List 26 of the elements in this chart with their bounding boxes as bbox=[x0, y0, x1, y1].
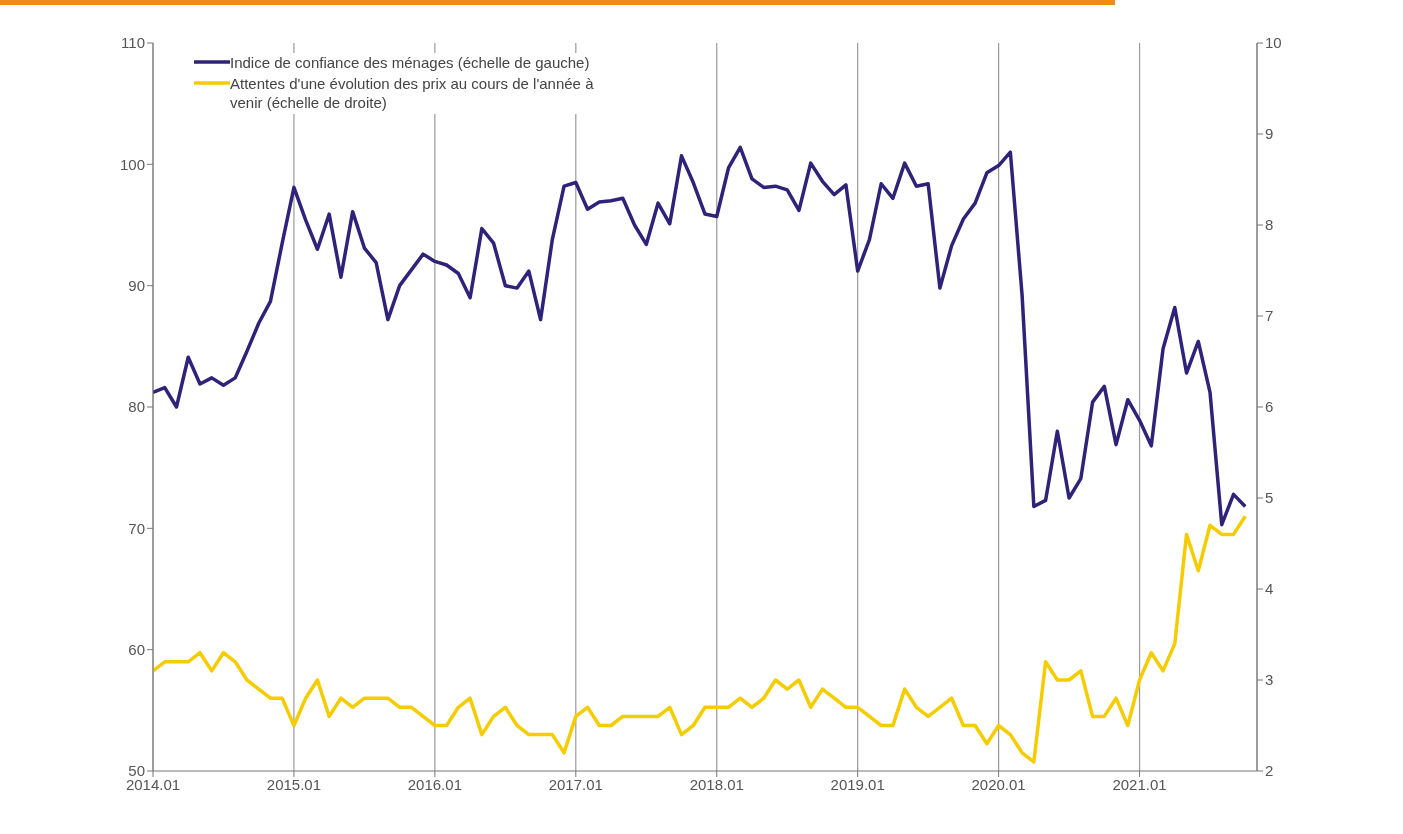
x-tick-label: 2018.01 bbox=[689, 775, 744, 793]
legend-label: Attentes d'une évolution des prix au cours de l'année à venir (échelle de droite) bbox=[230, 74, 594, 112]
legend-label: Indice de confiance des ménages (échelle de gauche) bbox=[230, 53, 590, 72]
y2-tick-label: 2 bbox=[1265, 762, 1274, 780]
y-tick-label: 90 bbox=[128, 276, 145, 294]
x-tick-label: 2015.01 bbox=[266, 775, 322, 793]
x-tick-label: 2020.01 bbox=[971, 775, 1026, 793]
line-series bbox=[153, 514, 1248, 764]
y-tick-label: 70 bbox=[128, 519, 145, 537]
line-series bbox=[153, 145, 1248, 527]
y2-tick-label: 4 bbox=[1265, 580, 1274, 598]
y2-tick-label: 3 bbox=[1265, 671, 1274, 689]
y2-tick-label: 10 bbox=[1265, 34, 1282, 52]
x-tick-label: 2019.01 bbox=[830, 775, 885, 793]
y2-tick-label: 8 bbox=[1265, 216, 1274, 234]
y2-tick-label: 7 bbox=[1265, 307, 1274, 325]
x-tick-label: 2017.01 bbox=[548, 775, 603, 793]
x-tick-label: 2016.01 bbox=[407, 775, 462, 793]
y-tick-label: 80 bbox=[128, 398, 145, 416]
y-tick-label: 60 bbox=[128, 640, 145, 658]
y2-tick-label: 6 bbox=[1265, 398, 1274, 416]
x-tick-label: 2021.01 bbox=[1112, 775, 1167, 793]
y2-tick-label: 9 bbox=[1265, 125, 1274, 143]
y2-tick-label: 5 bbox=[1265, 489, 1274, 507]
y-tick-label: 110 bbox=[121, 34, 145, 52]
y-tick-label: 100 bbox=[119, 155, 145, 173]
